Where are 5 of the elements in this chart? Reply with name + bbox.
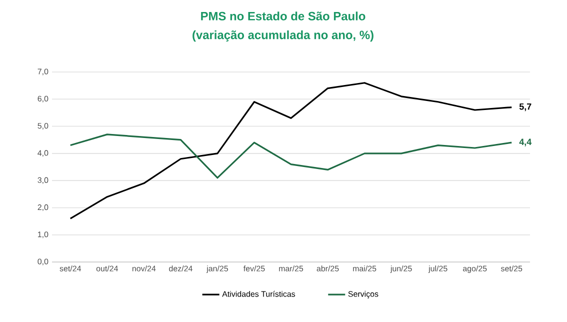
data-label: 5,7: [519, 104, 532, 112]
chart-subtitle: (variação acumulada no ano, %): [192, 30, 374, 42]
line-series: [70, 82, 512, 220]
chart-title: PMS no Estado de São Paulo: [201, 12, 366, 20]
data-label: 4,4: [519, 138, 532, 146]
